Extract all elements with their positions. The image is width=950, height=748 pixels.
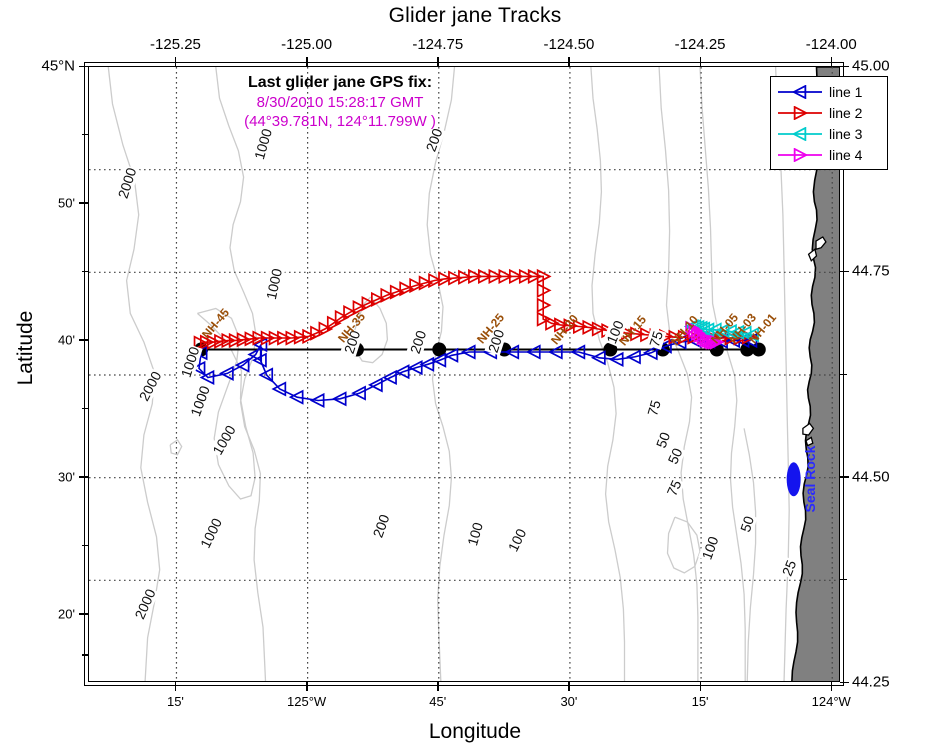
- x-axis-bottom-tick-label: 124°W: [811, 694, 851, 709]
- x-axis-bottom-tick-label: 30': [560, 694, 578, 709]
- axis-tick: [79, 476, 88, 478]
- contour-label: 200: [406, 327, 430, 357]
- contour-label: 100: [464, 519, 487, 549]
- contour-label: 1000: [262, 265, 285, 302]
- axis-tick: [82, 407, 88, 410]
- axis-tick: [79, 65, 88, 67]
- axis-tick: [79, 613, 88, 615]
- axis-tick: [840, 681, 849, 683]
- map-text-overlay: 2000 2000 2000 1000 1000 1000 1000 1000 1000 200 2…: [89, 67, 839, 681]
- annotation-line-3: (44°39.781N, 124°11.799W ): [244, 113, 436, 130]
- legend-label: line 2: [829, 104, 863, 121]
- chart-title: Glider jane Tracks: [388, 4, 562, 27]
- station-label: NH-10: [667, 312, 701, 349]
- x-axis-top-tick-label: -124.75: [412, 36, 464, 53]
- axis-tick: [840, 270, 849, 273]
- contour-label: 75: [643, 397, 664, 420]
- contour-label: 1000: [208, 421, 239, 459]
- axis-tick: [699, 682, 702, 691]
- legend-item-4[interactable]: line 4: [776, 144, 882, 165]
- gps-fix-annotation: Last glider jane GPS fix: 8/30/2010 15:2…: [175, 74, 505, 130]
- x-axis-label: Longitude: [428, 720, 522, 743]
- map-plot-area[interactable]: 2000 2000 2000 1000 1000 1000 1000 1000 1000 200 2…: [88, 66, 840, 682]
- legend-swatch: [776, 147, 824, 162]
- contour-label: 2000: [113, 164, 140, 201]
- axis-tick: [82, 133, 88, 136]
- y-axis-left-tick-label: 40': [58, 332, 75, 348]
- contour-label: 2000: [135, 367, 166, 405]
- x-axis-top-tick-label: -124.25: [674, 36, 726, 53]
- axis-tick: [437, 682, 439, 691]
- y-axis-left-tick-label: 50': [58, 195, 75, 211]
- contour-label: 25: [778, 556, 800, 579]
- axis-tick: [830, 57, 833, 66]
- x-axis-bottom-tick-label: 45': [429, 694, 447, 709]
- x-axis-top-tick-label: -124.00: [805, 36, 857, 53]
- contour-label: 1000: [176, 343, 203, 380]
- y-axis-right-tick-label: 45.00: [852, 57, 890, 75]
- contour-label: 1000: [250, 125, 276, 163]
- axis-tick: [840, 476, 849, 478]
- axis-tick: [79, 339, 88, 341]
- legend-label: line 4: [829, 146, 863, 163]
- axis-tick: [79, 202, 88, 204]
- legend-label: line 1: [829, 83, 863, 100]
- axis-tick: [568, 57, 570, 66]
- contour-label: 100: [698, 533, 722, 563]
- contour-label: 200: [369, 511, 393, 541]
- x-axis-bottom-tick-label: 125°W: [287, 694, 327, 709]
- legend-item-1[interactable]: line 1: [776, 81, 882, 102]
- x-axis-top-tick-label: -125.00: [281, 36, 333, 53]
- x-axis-bottom-tick-label: 15': [166, 694, 184, 709]
- x-axis-top-tick-label: -124.50: [543, 36, 595, 53]
- axis-tick: [437, 57, 439, 66]
- y-axis-left-tick-label: 45°N: [41, 57, 75, 75]
- place-label-seal-rock: Seal Rock: [801, 445, 818, 513]
- axis-tick: [840, 578, 847, 581]
- contour-label: 100: [504, 525, 531, 555]
- legend-swatch: [776, 126, 824, 141]
- legend-item-3[interactable]: line 3: [776, 123, 882, 144]
- annotation-line-2: 8/30/2010 15:28:17 GMT: [256, 94, 424, 111]
- contour-label: 1000: [196, 514, 226, 551]
- station-label: NH-20: [548, 311, 582, 348]
- axis-tick: [174, 682, 177, 691]
- axis-tick: [840, 65, 849, 67]
- y-axis-right-tick-label: 44.50: [852, 468, 890, 486]
- axis-tick: [306, 57, 308, 66]
- legend-label: line 3: [829, 125, 863, 142]
- axis-tick: [82, 270, 88, 273]
- x-axis-bottom-tick-label: 15': [691, 694, 709, 709]
- y-axis-right-tick-label: 44.25: [852, 673, 890, 691]
- legend[interactable]: line 1 line 2 line 3 line 4: [770, 76, 888, 170]
- y-axis-left-tick-label: 20': [58, 606, 75, 622]
- axis-tick: [306, 682, 308, 691]
- contour-label: 75: [645, 327, 667, 350]
- y-axis-right-tick-label: 44.75: [852, 262, 890, 280]
- axis-tick: [82, 544, 88, 547]
- contour-label: 1000: [186, 382, 214, 420]
- contour-label: 75: [662, 476, 685, 500]
- station-label: NH-45: [199, 306, 233, 342]
- axis-tick: [82, 654, 88, 656]
- y-axis-left-tick-label: 30': [58, 469, 75, 485]
- legend-swatch: [776, 84, 824, 99]
- axis-tick: [840, 373, 847, 375]
- axis-tick: [568, 682, 570, 691]
- legend-swatch: [776, 105, 824, 120]
- contour-label: 2000: [130, 585, 160, 623]
- axis-tick: [830, 682, 833, 691]
- contour-label: 50: [736, 513, 758, 536]
- y-axis-label: Latitude: [14, 310, 37, 386]
- axis-tick: [174, 57, 177, 66]
- x-axis-top-tick-label: -125.25: [150, 36, 201, 53]
- annotation-line-1: Last glider jane GPS fix:: [247, 74, 433, 91]
- legend-item-2[interactable]: line 2: [776, 102, 882, 123]
- axis-tick: [699, 57, 702, 66]
